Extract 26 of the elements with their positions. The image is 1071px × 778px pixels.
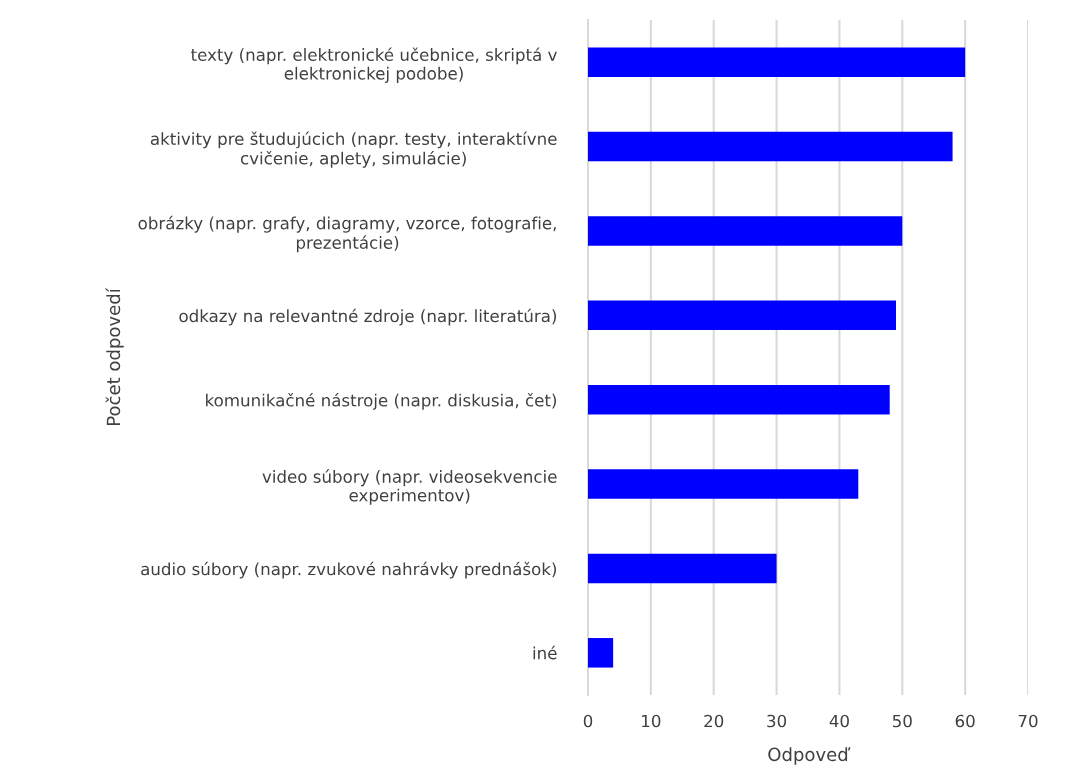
bar	[588, 131, 953, 162]
x-axis-title: Odpoveď	[768, 747, 851, 765]
y-tick-label: video súbory (napr. videosekvencie experimentov)	[262, 469, 557, 505]
bar	[588, 384, 890, 415]
x-tick-label: 30	[767, 714, 787, 728]
y-tick-label: aktivity pre študujúcich (napr. testy, interaktívne cvičenie, aplety, simulácie)	[150, 131, 557, 168]
x-tick-label: 60	[955, 714, 975, 728]
bar	[588, 638, 614, 668]
bar	[588, 216, 903, 246]
y-tick-label: odkazy na relevantné zdroje (napr. literatúra)	[179, 308, 557, 326]
x-tick-label: 50	[892, 714, 912, 728]
y-axis-title: Počet odpovedí	[105, 287, 124, 425]
x-tick-label: 0	[583, 714, 593, 728]
y-tick-label: audio súbory (napr. zvukové nahrávky prednášok)	[141, 561, 557, 579]
y-tick-label: komunikačné nástroje (napr. diskusia, čet)	[206, 393, 557, 410]
bar	[588, 47, 966, 77]
x-tick-label: 10	[642, 714, 661, 728]
y-tick-label: obrázky (napr. grafy, diagramy, vzorce, fotografie, prezentácie)	[138, 215, 556, 253]
y-tick-label: iné	[533, 645, 557, 660]
x-tick-label: 70	[1018, 714, 1038, 728]
bar	[588, 300, 896, 331]
x-tick-label: 40	[829, 714, 849, 728]
y-tick-label: texty (napr. elektronické učebnice, skriptá v elektronickej podobe)	[191, 47, 557, 83]
bar	[588, 469, 859, 499]
bar	[588, 553, 777, 584]
x-tick-label: 20	[704, 714, 724, 728]
